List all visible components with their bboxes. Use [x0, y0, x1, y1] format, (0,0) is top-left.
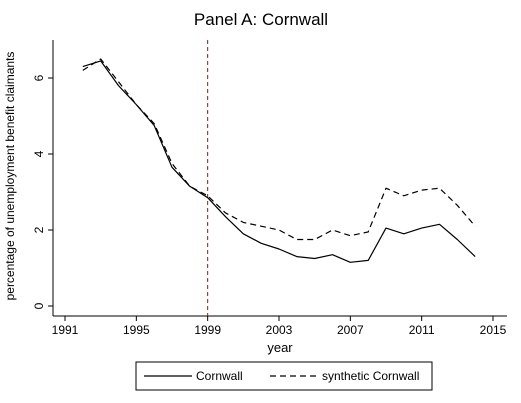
legend-label-cornwall: Cornwall — [196, 369, 243, 383]
y-tick-label: 2 — [32, 226, 46, 233]
x-tick-label: 1991 — [52, 323, 79, 337]
x-tick-label: 1999 — [194, 323, 221, 337]
series-line-cornwall — [82, 60, 476, 263]
x-axis-label: year — [267, 340, 293, 355]
y-tick-label: 6 — [32, 74, 46, 81]
y-tick-label: 0 — [32, 302, 46, 309]
x-tick-label: 1995 — [123, 323, 150, 337]
x-tick-label: 2015 — [480, 323, 507, 337]
chart-title: Panel A: Cornwall — [194, 10, 328, 29]
series-lines — [82, 58, 476, 263]
legend-label-synthetic-cornwall: synthetic Cornwall — [322, 369, 419, 383]
y-axis-label: percentage of unemployment benefit claim… — [3, 52, 17, 301]
x-tick-label: 2003 — [266, 323, 293, 337]
legend: Cornwall synthetic Cornwall — [135, 361, 433, 391]
x-tick-label: 2011 — [409, 323, 435, 337]
y-tick-label: 4 — [32, 150, 46, 157]
axis-ticks: 1991 1995 1999 2003 2007 2011 2015 0 2 4 6 — [32, 74, 507, 337]
plot-axes — [52, 40, 507, 317]
x-tick-label: 2007 — [337, 323, 364, 337]
